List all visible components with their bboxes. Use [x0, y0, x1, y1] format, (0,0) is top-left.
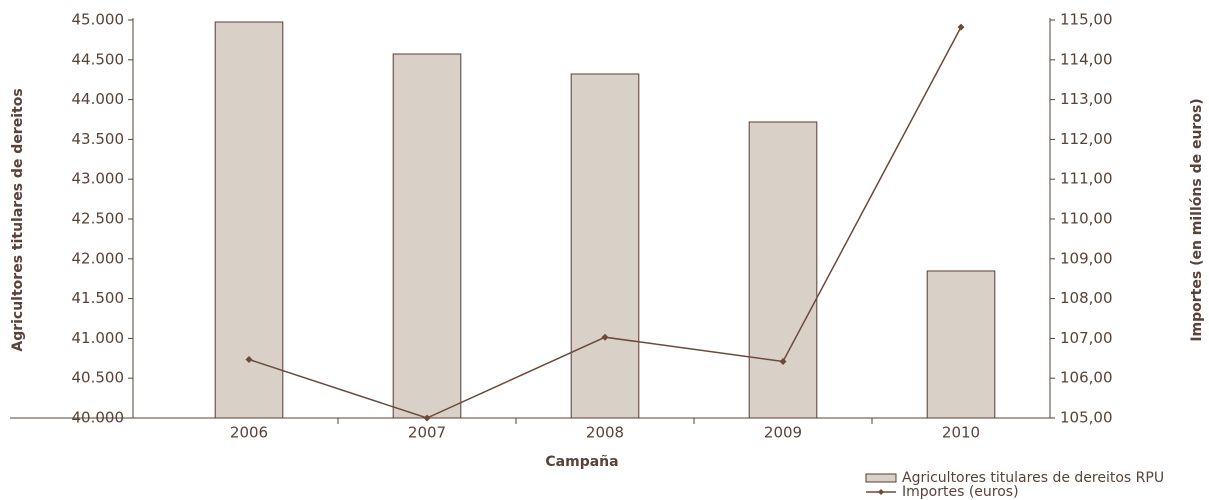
y2-tick-label: 112,00 [1060, 130, 1113, 148]
x-tick-label: 2007 [408, 424, 446, 442]
y2-tick-label: 109,00 [1060, 249, 1113, 267]
y2-tick-label: 105,00 [1060, 409, 1113, 427]
y2-tick-label: 115,00 [1060, 11, 1113, 29]
line-marker [423, 414, 431, 422]
line-marker [779, 357, 787, 365]
legend-marker [878, 489, 884, 495]
y2-tick-label: 111,00 [1060, 170, 1113, 188]
line-marker [601, 333, 609, 341]
y-tick-label: 43.000 [72, 170, 125, 188]
x-axis-title: Campaña [545, 454, 618, 470]
y2-tick-label: 114,00 [1060, 50, 1113, 68]
x-tick-label: 2010 [942, 424, 980, 442]
y2-tick-label: 110,00 [1060, 210, 1113, 228]
bar [570, 73, 640, 419]
y-tick-label: 44.500 [72, 50, 125, 68]
y-tick-label: 41.500 [72, 289, 125, 307]
bar [748, 121, 818, 419]
y2-axis-title: Importes (en millóns de euros) [1189, 98, 1205, 341]
y2-tick-label: 108,00 [1060, 289, 1113, 307]
y2-tick-label: 106,00 [1060, 369, 1113, 387]
x-tick-label: 2009 [764, 424, 802, 442]
y2-tick-label: 113,00 [1060, 90, 1113, 108]
y-tick-label: 42.000 [72, 249, 125, 267]
y-tick-label: 42.500 [72, 210, 125, 228]
legend-label: Importes (euros) [902, 484, 1019, 500]
bar [926, 270, 996, 419]
line-marker [245, 355, 253, 363]
y-axis-title: Agricultores titulares de dereitos [10, 88, 26, 351]
legend-label: Agricultores titulares de dereitos RPU [902, 470, 1164, 486]
y2-tick-label: 107,00 [1060, 329, 1113, 347]
legend-swatch [865, 473, 897, 483]
y-tick-label: 40.000 [72, 409, 125, 427]
y-tick-label: 41.000 [72, 329, 125, 347]
y-tick-label: 44.000 [72, 90, 125, 108]
line-marker [957, 23, 965, 31]
x-tick-label: 2008 [586, 424, 624, 442]
y-tick-label: 40.500 [72, 369, 125, 387]
y-tick-label: 43.500 [72, 130, 125, 148]
bar [214, 21, 284, 419]
y-tick-label: 45.000 [72, 11, 125, 29]
bar [392, 53, 462, 419]
x-tick-label: 2006 [230, 424, 268, 442]
